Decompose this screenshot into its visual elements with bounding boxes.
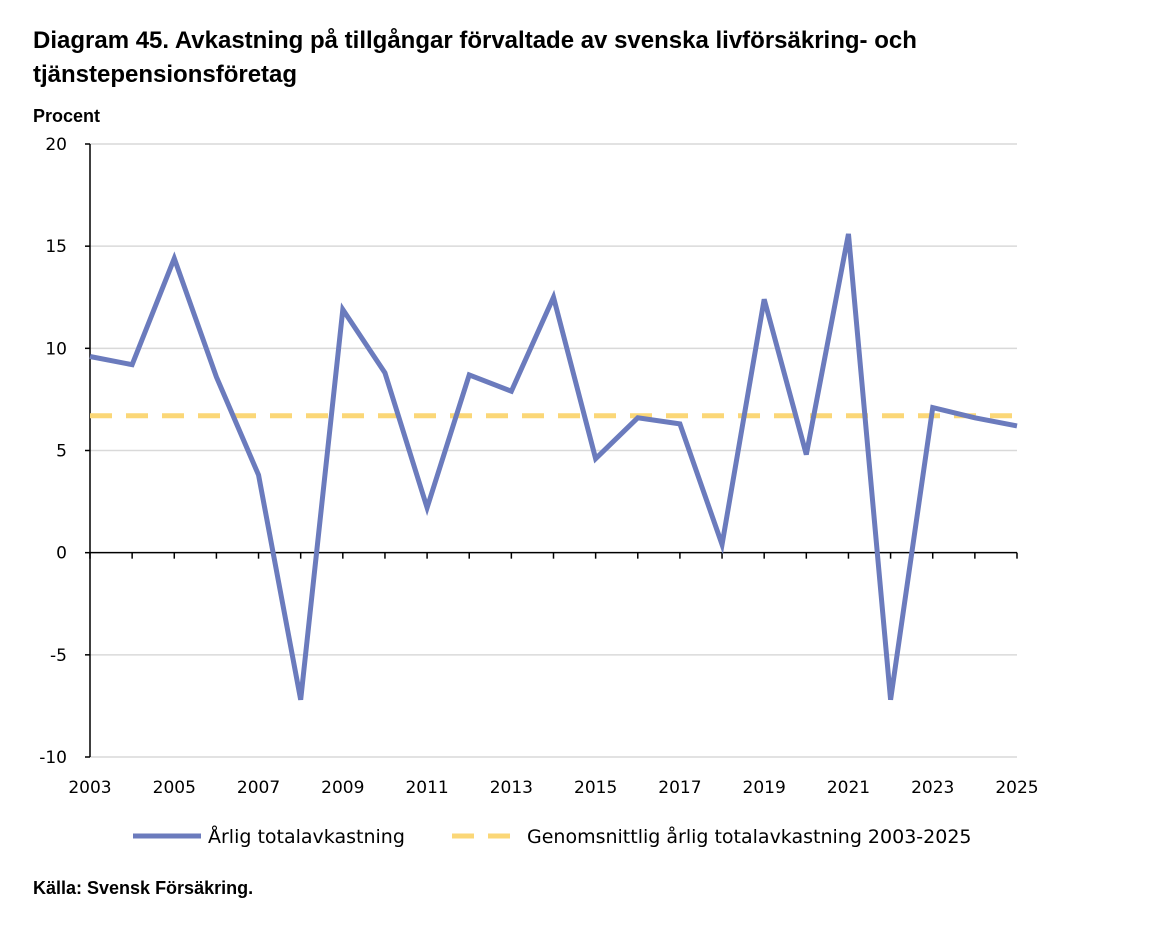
x-tick-label: 2017 (658, 778, 701, 798)
y-tick-label: 20 (45, 135, 67, 155)
y-tick-label: -10 (39, 748, 67, 768)
legend: Årlig totalavkastning Genomsnittlig årlig… (133, 825, 972, 848)
y-tick-label: 10 (45, 339, 67, 359)
gridlines (90, 143, 1017, 758)
x-tick-label: 2023 (911, 778, 954, 798)
x-tick-label: 2021 (827, 778, 870, 798)
x-tick-label: 2011 (405, 778, 448, 798)
y-tick-label: 15 (45, 237, 67, 257)
chart-title: Diagram 45. Avkastning på tillgångar för… (33, 27, 917, 88)
x-tick-label: 2007 (237, 778, 280, 798)
legend-label-annual: Årlig totalavkastning (208, 825, 405, 848)
y-axis-label: Procent (33, 106, 101, 126)
x-tick-label: 2025 (995, 778, 1038, 798)
y-tick-label: 5 (56, 442, 67, 462)
x-tick-label: 2009 (321, 778, 364, 798)
annual-return-line (89, 233, 1018, 701)
legend-label-average: Genomsnittlig årlig totalavkastning 2003… (527, 825, 972, 848)
x-tick-label: 2015 (574, 778, 617, 798)
axes (85, 143, 1018, 758)
x-tick-label: 2003 (68, 778, 111, 798)
y-tick-label: 0 (56, 544, 67, 564)
x-tick-label: 2013 (490, 778, 533, 798)
source-note: Källa: Svensk Försäkring. (33, 878, 254, 898)
tick-labels: -10 -5 0 5 10 15 20 2003 2005 2007 2009 2011 2013 201… (39, 135, 1038, 798)
series-layer (89, 233, 1018, 701)
x-tick-label: 2005 (153, 778, 196, 798)
y-tick-label: -5 (50, 646, 67, 666)
x-tick-label: 2019 (743, 778, 786, 798)
